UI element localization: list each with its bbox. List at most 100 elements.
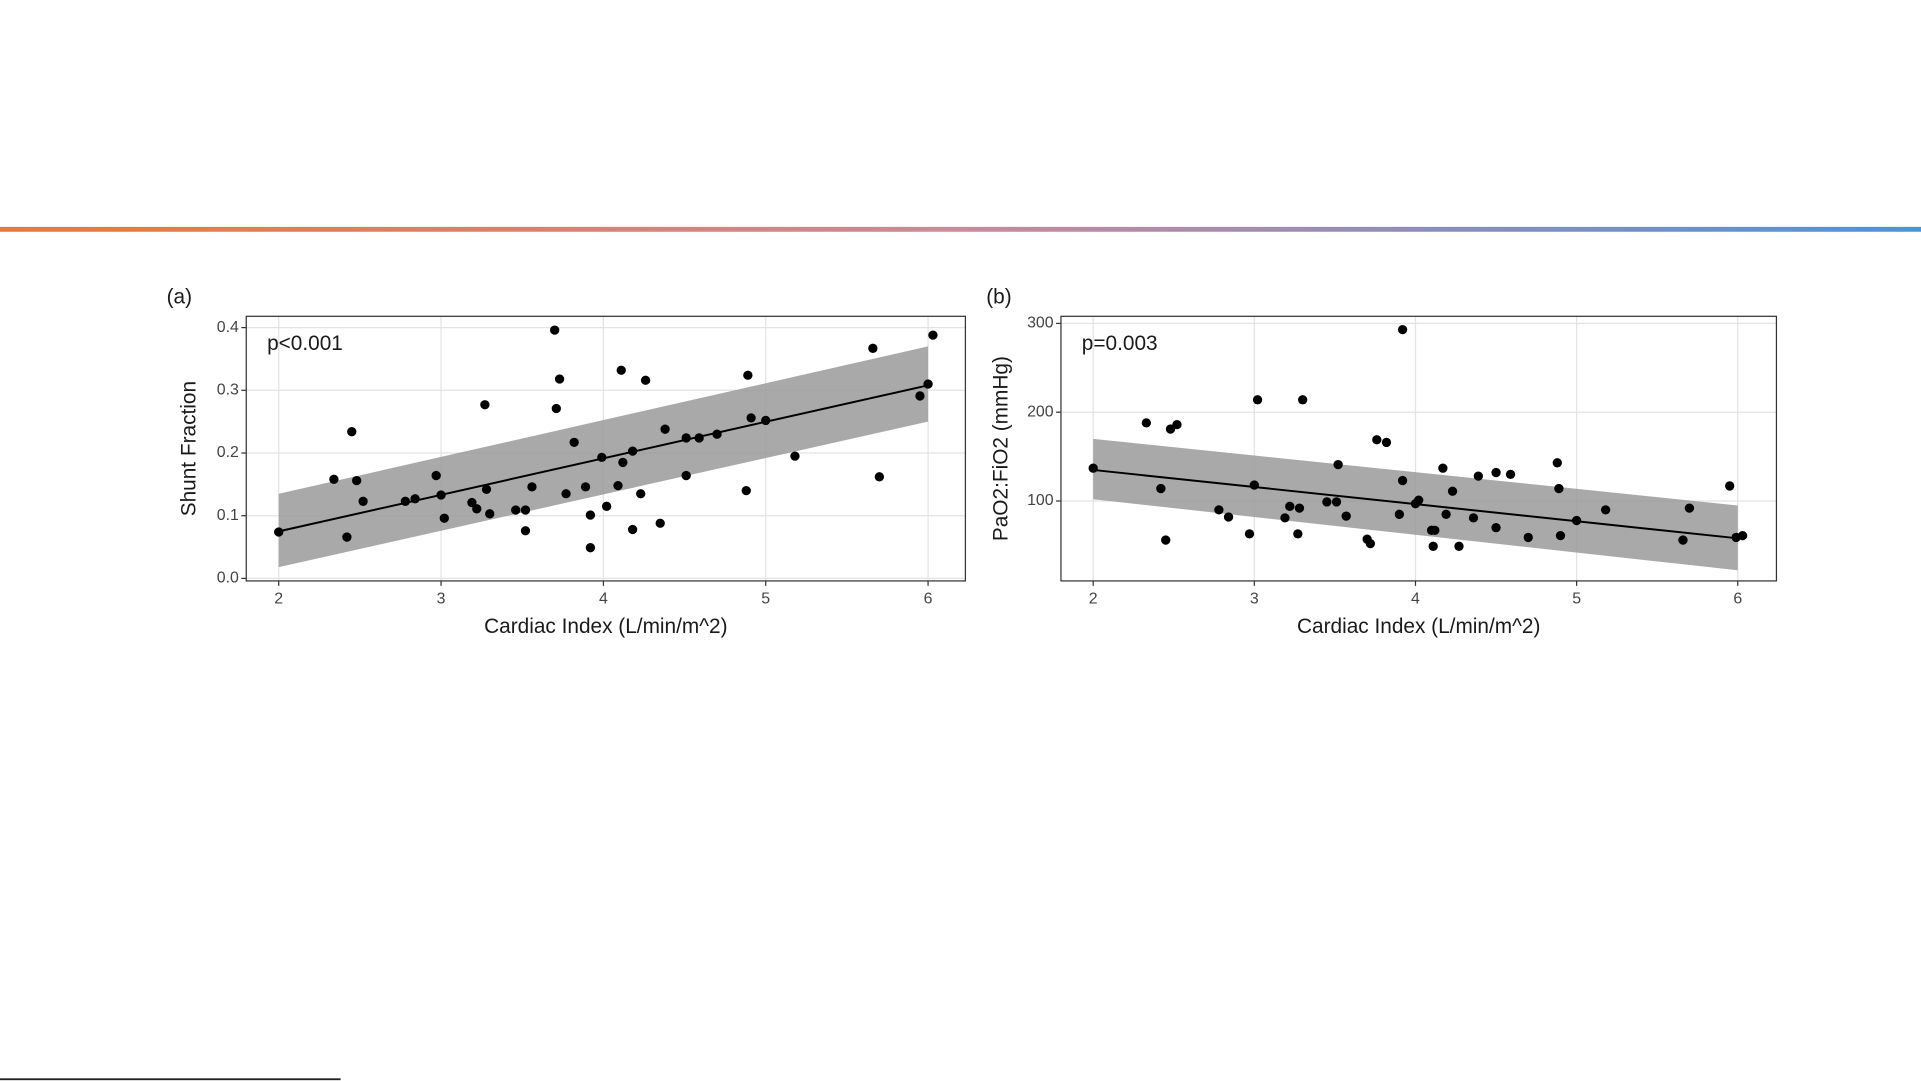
data-point	[1454, 541, 1464, 551]
x-axis-title: Cardiac Index (L/min/m^2)	[1297, 615, 1540, 638]
data-point	[520, 526, 531, 536]
data-point	[1331, 497, 1342, 507]
data-point	[1555, 530, 1566, 541]
data-point	[636, 489, 646, 499]
data-point	[746, 413, 756, 423]
y-tick-label: 300	[1027, 315, 1054, 332]
data-point	[1252, 395, 1263, 405]
data-point	[551, 403, 561, 414]
data-point	[527, 482, 537, 492]
data-point	[790, 451, 800, 461]
data-point	[655, 518, 665, 528]
data-point	[585, 543, 596, 553]
data-point	[1571, 515, 1582, 526]
data-point	[274, 527, 284, 537]
plot-frame	[245, 315, 967, 582]
data-point	[1285, 501, 1295, 511]
annotation: p<0.001	[267, 332, 343, 355]
x-tick-label: 2	[274, 591, 283, 608]
y-tick-label: 100	[1027, 492, 1054, 509]
data-point	[585, 510, 596, 520]
y-tick-label: 0.4	[217, 319, 239, 336]
data-point	[580, 482, 591, 492]
data-point	[627, 446, 638, 456]
data-point	[1737, 530, 1748, 541]
data-point	[1322, 497, 1332, 507]
data-point	[1333, 459, 1343, 470]
footer-rule	[0, 1078, 341, 1081]
data-point	[1678, 535, 1688, 545]
data-point	[1523, 532, 1533, 543]
data-point	[616, 365, 626, 375]
x-tick-label: 4	[599, 591, 608, 608]
data-point	[928, 330, 938, 340]
data-point	[601, 501, 612, 511]
x-tick-label: 3	[1250, 591, 1259, 608]
data-point	[1244, 529, 1255, 539]
data-point	[1491, 467, 1501, 478]
data-point	[436, 490, 446, 500]
data-point	[1341, 511, 1351, 521]
data-point	[694, 433, 704, 443]
data-point	[431, 470, 441, 481]
x-tick-label: 5	[761, 591, 770, 608]
data-point	[569, 437, 579, 448]
y-tick-label: 0.0	[217, 570, 239, 587]
x-tick-label: 3	[437, 591, 446, 608]
data-point	[1298, 395, 1308, 405]
data-point	[472, 504, 482, 514]
header-rule	[0, 226, 1921, 232]
data-point	[467, 497, 477, 508]
data-point	[485, 509, 495, 519]
panel-label: (b)	[986, 285, 1011, 308]
data-point	[1156, 483, 1166, 494]
data-point	[1491, 522, 1501, 533]
data-point	[1381, 437, 1392, 448]
data-point	[1293, 529, 1303, 539]
data-point	[1552, 458, 1562, 468]
data-point	[1414, 495, 1424, 505]
data-point	[347, 427, 357, 437]
data-point	[681, 470, 691, 481]
data-point	[1249, 480, 1259, 490]
panel-label: (a)	[167, 285, 192, 308]
data-point	[1397, 475, 1408, 486]
data-point	[358, 496, 368, 506]
data-point	[1447, 486, 1458, 496]
data-point	[480, 400, 490, 410]
data-point	[1438, 463, 1448, 473]
data-point	[1473, 471, 1483, 481]
data-point	[1394, 509, 1405, 519]
data-point	[1141, 418, 1152, 428]
data-point	[1684, 503, 1695, 513]
x-tick-label: 4	[1411, 591, 1420, 608]
data-point	[329, 474, 339, 484]
data-point	[712, 429, 722, 439]
data-point	[660, 424, 670, 434]
data-point	[410, 494, 420, 504]
data-point	[640, 375, 651, 385]
x-tick-label: 5	[1572, 591, 1581, 608]
y-axis-title: PaO2:FiO2 (mmHg)	[990, 356, 1013, 541]
data-point	[1161, 535, 1171, 545]
data-point	[743, 370, 753, 380]
annotation: p=0.003	[1082, 332, 1158, 355]
data-point	[342, 532, 352, 542]
data-point	[597, 452, 607, 463]
y-tick-label: 0.1	[217, 507, 239, 524]
data-point	[1214, 505, 1224, 515]
data-point	[1172, 419, 1182, 430]
data-point	[1430, 525, 1440, 535]
data-point	[1468, 513, 1479, 523]
data-point	[741, 485, 751, 496]
data-point	[1088, 463, 1098, 473]
y-axis-title: Shunt Fraction	[177, 381, 200, 516]
data-point	[1600, 505, 1611, 515]
data-point	[554, 374, 565, 384]
data-point	[1280, 513, 1290, 523]
data-point	[1428, 541, 1438, 551]
data-point	[868, 343, 878, 353]
data-point	[761, 415, 771, 426]
